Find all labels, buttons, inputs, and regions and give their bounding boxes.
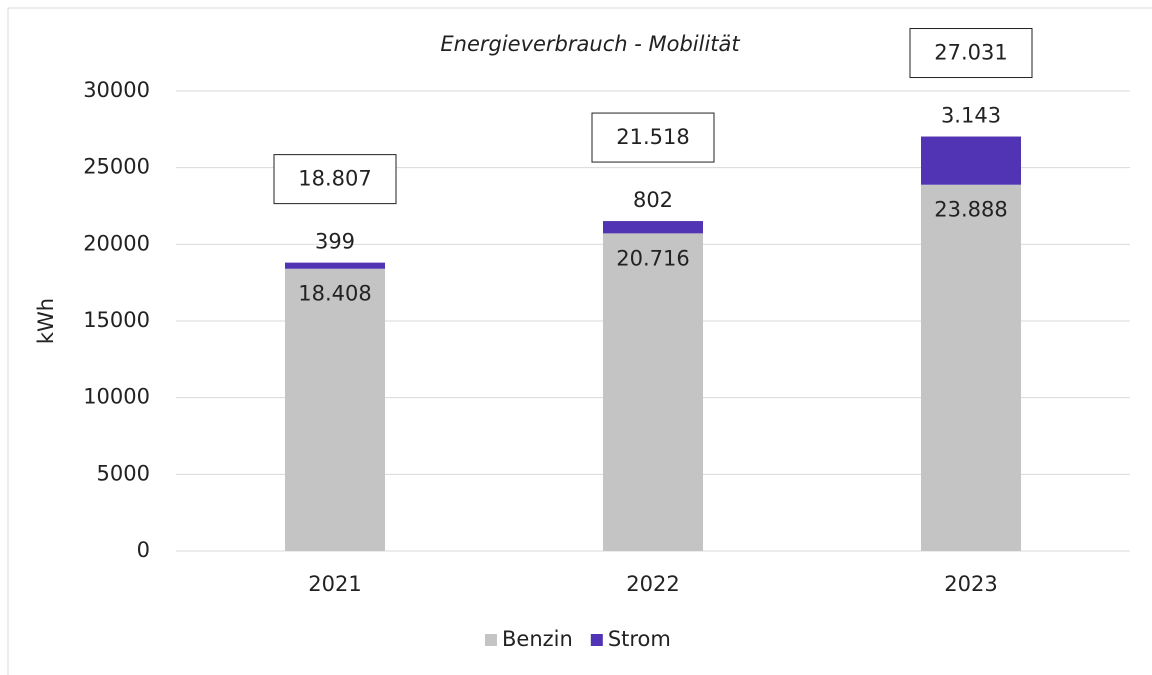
legend-swatch <box>485 634 497 646</box>
legend-label: Strom <box>608 627 671 651</box>
bar-segment <box>603 233 703 551</box>
x-tick-label: 2022 <box>626 572 679 596</box>
value-label: 3.143 <box>941 104 1001 128</box>
total-label: 27.031 <box>934 41 1007 65</box>
y-tick-label: 15000 <box>83 308 150 332</box>
y-tick-label: 0 <box>137 538 150 562</box>
chart-frame <box>7 7 1152 675</box>
total-box <box>909 28 1033 79</box>
total-box <box>591 112 715 163</box>
bar-segment <box>285 262 385 269</box>
y-tick-label: 10000 <box>83 385 150 409</box>
value-label: 399 <box>315 230 355 254</box>
value-label: 20.716 <box>616 246 689 270</box>
legend-label: Benzin <box>502 627 573 651</box>
bar-segment <box>603 221 703 234</box>
y-tick-label: 5000 <box>97 461 150 485</box>
total-box <box>273 154 397 205</box>
x-tick-label: 2021 <box>308 572 361 596</box>
legend-swatch <box>590 634 603 646</box>
value-label: 23.888 <box>934 198 1007 222</box>
y-axis-label: kWh <box>34 298 58 344</box>
total-label: 21.518 <box>616 125 689 149</box>
bar-segment <box>285 268 385 551</box>
value-label: 802 <box>633 188 673 212</box>
bar-segment <box>921 184 1021 551</box>
x-tick-label: 2023 <box>944 572 997 596</box>
y-tick-label: 25000 <box>83 155 150 179</box>
chart-title: Energieverbrauch - Mobilität <box>440 32 740 56</box>
y-tick-label: 30000 <box>83 78 150 102</box>
bar-segment <box>921 136 1021 185</box>
value-label: 18.408 <box>298 282 371 306</box>
y-tick-label: 20000 <box>83 231 150 255</box>
total-label: 18.807 <box>298 167 371 191</box>
